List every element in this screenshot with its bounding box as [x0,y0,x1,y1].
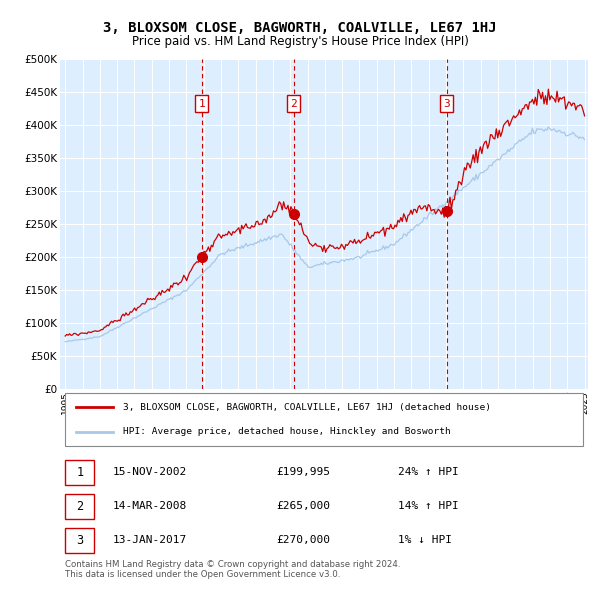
Text: HPI: Average price, detached house, Hinckley and Bosworth: HPI: Average price, detached house, Hinc… [124,427,451,436]
Text: £265,000: £265,000 [277,502,331,512]
Text: 3, BLOXSOM CLOSE, BAGWORTH, COALVILLE, LE67 1HJ (detached house): 3, BLOXSOM CLOSE, BAGWORTH, COALVILLE, L… [124,403,491,412]
Text: £270,000: £270,000 [277,536,331,545]
Bar [65,393,583,446]
Text: 2: 2 [290,99,297,109]
Text: 13-JAN-2017: 13-JAN-2017 [113,536,187,545]
Bar [65,528,94,553]
Text: 3, BLOXSOM CLOSE, BAGWORTH, COALVILLE, LE67 1HJ: 3, BLOXSOM CLOSE, BAGWORTH, COALVILLE, L… [103,21,497,35]
Bar [65,494,94,519]
Text: 1% ↓ HPI: 1% ↓ HPI [398,536,452,545]
Text: 24% ↑ HPI: 24% ↑ HPI [398,467,458,477]
Text: Price paid vs. HM Land Registry's House Price Index (HPI): Price paid vs. HM Land Registry's House … [131,35,469,48]
Bar [65,460,94,485]
Text: This data is licensed under the Open Government Licence v3.0.: This data is licensed under the Open Gov… [65,570,341,579]
Text: 3: 3 [76,534,83,547]
Text: 1: 1 [198,99,205,109]
Text: 2: 2 [76,500,83,513]
Text: £199,995: £199,995 [277,467,331,477]
Text: 15-NOV-2002: 15-NOV-2002 [113,467,187,477]
Text: 1: 1 [76,466,83,479]
Text: 14-MAR-2008: 14-MAR-2008 [113,502,187,512]
Text: 14% ↑ HPI: 14% ↑ HPI [398,502,458,512]
Text: Contains HM Land Registry data © Crown copyright and database right 2024.: Contains HM Land Registry data © Crown c… [65,560,401,569]
Text: 3: 3 [443,99,450,109]
